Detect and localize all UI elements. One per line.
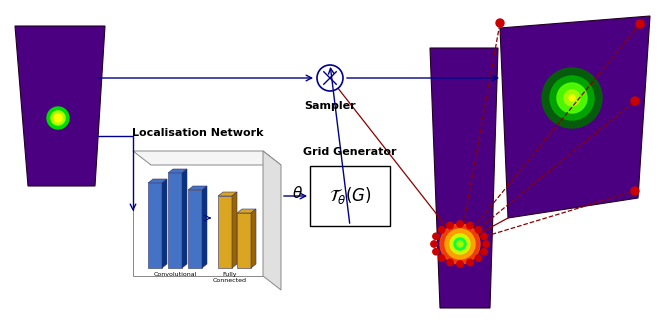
Circle shape: [457, 241, 463, 247]
Circle shape: [438, 227, 445, 233]
Polygon shape: [148, 183, 162, 268]
Text: $\theta$: $\theta$: [292, 185, 303, 201]
Polygon shape: [263, 151, 281, 290]
Circle shape: [481, 248, 487, 255]
Circle shape: [433, 248, 439, 255]
Circle shape: [564, 90, 580, 106]
Polygon shape: [430, 48, 498, 308]
Circle shape: [447, 259, 453, 266]
Circle shape: [631, 97, 639, 105]
Circle shape: [550, 76, 594, 120]
Polygon shape: [232, 192, 237, 268]
Circle shape: [496, 19, 504, 27]
Circle shape: [454, 238, 466, 250]
Circle shape: [54, 114, 62, 122]
Circle shape: [467, 259, 473, 266]
Text: Convolutional: Convolutional: [153, 272, 197, 277]
Polygon shape: [500, 16, 650, 218]
Text: Sampler: Sampler: [304, 101, 356, 111]
Circle shape: [47, 107, 69, 129]
Circle shape: [481, 233, 487, 240]
Circle shape: [431, 241, 437, 247]
Text: Grid Generator: Grid Generator: [303, 147, 397, 157]
Polygon shape: [15, 26, 105, 186]
Circle shape: [475, 227, 482, 233]
Circle shape: [447, 222, 453, 229]
Circle shape: [317, 65, 343, 91]
Circle shape: [433, 233, 439, 240]
Polygon shape: [188, 186, 207, 190]
FancyBboxPatch shape: [310, 166, 390, 226]
Circle shape: [450, 234, 470, 254]
Circle shape: [557, 83, 587, 113]
Circle shape: [457, 221, 463, 227]
Circle shape: [475, 255, 482, 261]
Polygon shape: [188, 190, 202, 268]
Polygon shape: [168, 169, 187, 173]
Polygon shape: [133, 151, 281, 165]
Polygon shape: [237, 209, 256, 213]
Polygon shape: [218, 196, 232, 268]
Circle shape: [457, 261, 463, 267]
Circle shape: [445, 229, 475, 259]
Circle shape: [636, 20, 644, 28]
Polygon shape: [162, 179, 167, 268]
Text: Localisation Network: Localisation Network: [132, 128, 264, 138]
Circle shape: [631, 187, 639, 195]
Polygon shape: [251, 209, 256, 268]
Polygon shape: [168, 173, 182, 268]
Circle shape: [483, 241, 489, 247]
Text: Fully
Connected: Fully Connected: [213, 272, 247, 283]
Polygon shape: [237, 213, 251, 268]
Polygon shape: [133, 151, 263, 276]
Circle shape: [438, 255, 445, 261]
Circle shape: [51, 111, 65, 125]
Polygon shape: [182, 169, 187, 268]
Polygon shape: [148, 179, 167, 183]
Polygon shape: [202, 186, 207, 268]
Circle shape: [542, 68, 602, 128]
Circle shape: [467, 222, 473, 229]
Circle shape: [440, 224, 480, 264]
Circle shape: [569, 95, 575, 101]
Text: $\mathcal{T}_{\theta}(G)$: $\mathcal{T}_{\theta}(G)$: [328, 185, 371, 207]
Polygon shape: [218, 192, 237, 196]
